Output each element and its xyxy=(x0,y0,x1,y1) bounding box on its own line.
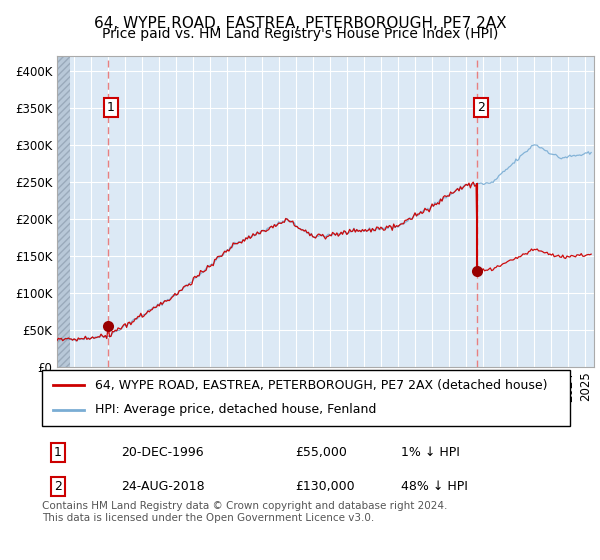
Text: 24-AUG-2018: 24-AUG-2018 xyxy=(121,480,205,493)
Text: £130,000: £130,000 xyxy=(295,480,355,493)
Text: Price paid vs. HM Land Registry's House Price Index (HPI): Price paid vs. HM Land Registry's House … xyxy=(102,27,498,41)
Text: Contains HM Land Registry data © Crown copyright and database right 2024.
This d: Contains HM Land Registry data © Crown c… xyxy=(42,501,448,522)
Text: 1% ↓ HPI: 1% ↓ HPI xyxy=(401,446,460,459)
Text: 20-DEC-1996: 20-DEC-1996 xyxy=(121,446,204,459)
Text: 1: 1 xyxy=(54,446,62,459)
Text: 64, WYPE ROAD, EASTREA, PETERBOROUGH, PE7 2AX (detached house): 64, WYPE ROAD, EASTREA, PETERBOROUGH, PE… xyxy=(95,379,547,392)
Text: 48% ↓ HPI: 48% ↓ HPI xyxy=(401,480,468,493)
FancyBboxPatch shape xyxy=(42,370,570,426)
Bar xyxy=(57,56,70,367)
Text: 64, WYPE ROAD, EASTREA, PETERBOROUGH, PE7 2AX: 64, WYPE ROAD, EASTREA, PETERBOROUGH, PE… xyxy=(94,16,506,31)
Text: 2: 2 xyxy=(54,480,62,493)
Text: HPI: Average price, detached house, Fenland: HPI: Average price, detached house, Fenl… xyxy=(95,403,376,417)
Text: 2: 2 xyxy=(476,101,485,114)
Text: 1: 1 xyxy=(107,101,115,114)
Text: £55,000: £55,000 xyxy=(295,446,347,459)
